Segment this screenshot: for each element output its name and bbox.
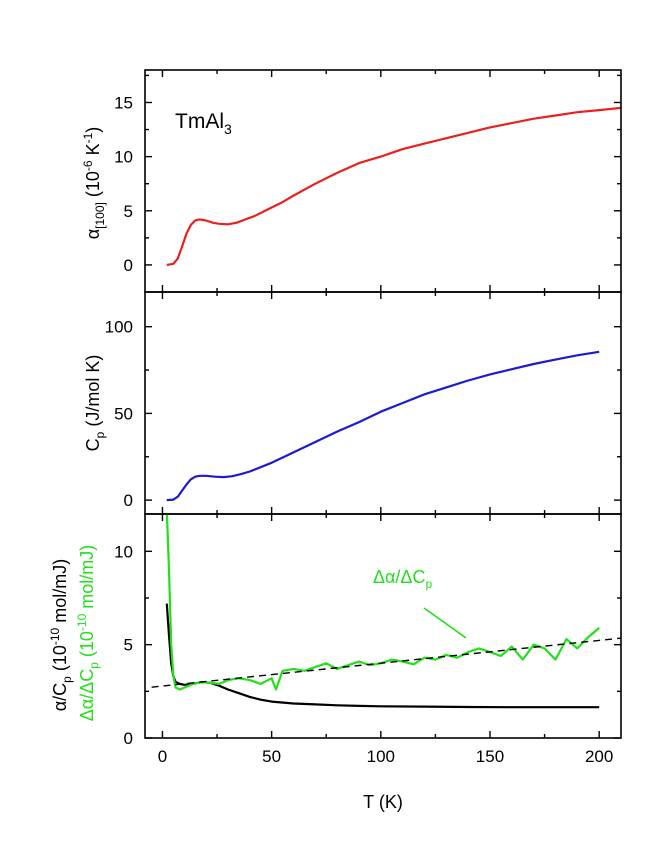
bottom-ylabel-black: α/Cp (10-10 mol/mJ) bbox=[48, 559, 74, 711]
top-ytick-label: 0 bbox=[124, 256, 133, 275]
xtick-label: 100 bbox=[367, 747, 395, 766]
bottom-panel-frame bbox=[144, 513, 622, 739]
middle-panel-frame bbox=[144, 291, 622, 515]
xtick-label: 50 bbox=[262, 747, 281, 766]
middle-ylabel: Cp (J/mol K) bbox=[83, 355, 107, 452]
xtick-label: 0 bbox=[158, 747, 167, 766]
bottom-ytick-label: 10 bbox=[114, 542, 133, 561]
top-panel-frame bbox=[144, 69, 622, 293]
top-series-0-line bbox=[166, 106, 621, 266]
bottom-series-0-line bbox=[165, 603, 600, 709]
top-ytick-label: 10 bbox=[114, 148, 133, 167]
xtick-label: 200 bbox=[585, 747, 613, 766]
x-axis-label: T (K) bbox=[363, 792, 403, 812]
bottom-series-1-line bbox=[165, 514, 600, 691]
top-ytick-label: 5 bbox=[124, 202, 133, 221]
middle-ytick-label: 50 bbox=[114, 404, 133, 423]
xtick-label: 150 bbox=[476, 747, 504, 766]
middle-ytick-label: 0 bbox=[124, 491, 133, 510]
bottom-annotation-arrow bbox=[423, 607, 467, 639]
bottom-ytick-label: 5 bbox=[124, 636, 133, 655]
bottom-ylabel-green: Δα/ΔCp (10-10 mol/mJ) bbox=[75, 545, 101, 722]
bottom-ytick-label: 0 bbox=[124, 729, 133, 748]
top-ytick-label: 15 bbox=[114, 93, 133, 112]
middle-series-0-line bbox=[166, 350, 600, 502]
middle-ytick-label: 100 bbox=[105, 318, 133, 337]
bottom-series-2-fit-line bbox=[151, 637, 621, 688]
top-annotation: TmAl3 bbox=[175, 110, 232, 137]
top-ylabel: α[100] (10-6 K-1) bbox=[81, 127, 107, 240]
bottom-annotation: Δα/ΔCp bbox=[373, 567, 432, 591]
